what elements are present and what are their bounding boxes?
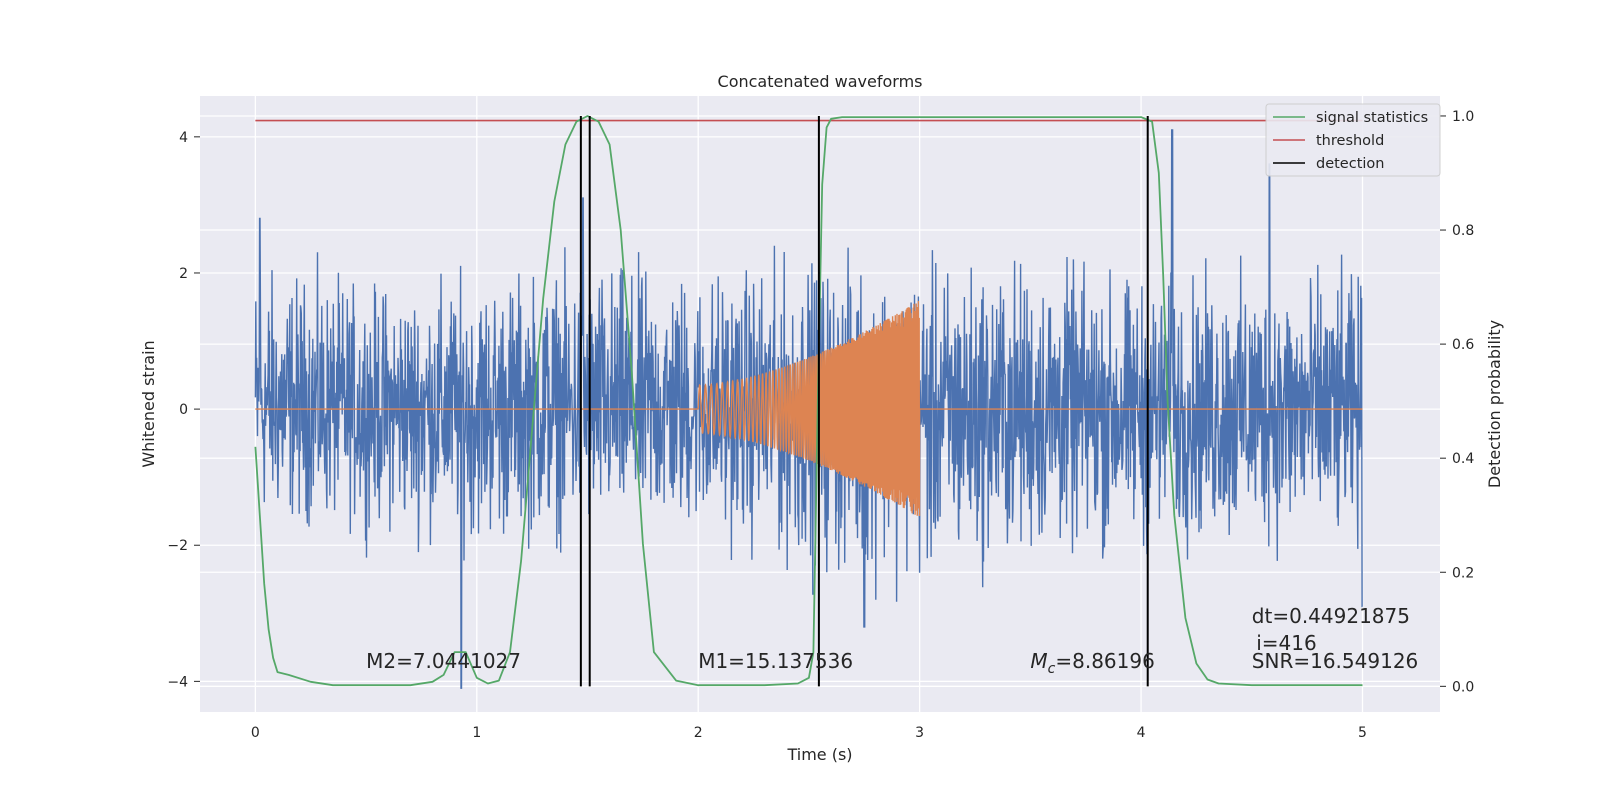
x-tick-label: 4 [1137,725,1146,741]
annotation-i: i=416 [1256,631,1317,655]
y-tick-label: −2 [167,538,188,554]
legend-box [1265,103,1441,177]
annotations: M2=7.0441027 M1=15.137536 Mc=8.86196 dt=… [366,604,1418,677]
annotation-mc-subscript: c [1048,661,1056,677]
y2-tick-label: 1.0 [1452,109,1474,125]
ticks: 0 1 2 3 4 5 −4 −2 0 2 4 0.0 0.2 0.4 0.6 0.8 1.0 [167,109,1474,741]
y2-tick-label: 0.6 [1452,337,1474,353]
x-tick-label: 0 [251,725,260,741]
x-tick-label: 2 [694,725,703,741]
x-tick-label: 1 [472,725,481,741]
annotation-m2: M2=7.0441027 [366,649,521,673]
annotation-mc-symbol: M [1030,649,1047,673]
series-signal-line [255,300,1363,517]
series-noise-line [254,129,1363,689]
annotation-dt: dt=0.44921875 [1252,604,1410,628]
signal-statistics-line [254,115,1363,687]
y2-axis-label: Detection probability [1485,320,1504,488]
y2-tick-label: 0.0 [1452,679,1474,695]
y-tick-label: 4 [179,130,188,146]
legend-label-signal-statistics: signal statistics [1316,110,1428,126]
legend-label-threshold: threshold [1316,133,1384,149]
x-tick-label: 3 [915,725,924,741]
x-tick-label: 5 [1358,725,1367,741]
chart-title: Concatenated waveforms [718,72,923,91]
annotation-m1: M1=15.137536 [698,649,853,673]
y-axis-label: Whitened strain [139,340,158,467]
y-tick-label: 2 [179,266,188,282]
annotation-snr: SNR=16.549126 [1252,649,1418,673]
y-tick-label: 0 [179,402,188,418]
y2-tick-label: 0.8 [1452,223,1474,239]
y2-tick-label: 0.2 [1452,565,1474,581]
annotation-mc-value: =8.86196 [1055,649,1154,673]
annotation-mc: Mc=8.86196 [1030,649,1154,677]
plot-area [254,115,1363,689]
legend: signal statistics threshold detection [1265,103,1441,177]
y2-tick-label: 0.4 [1452,451,1474,467]
y-tick-label: −4 [167,674,188,690]
legend-label-detection: detection [1316,156,1384,172]
x-axis-label: Time (s) [786,745,852,764]
